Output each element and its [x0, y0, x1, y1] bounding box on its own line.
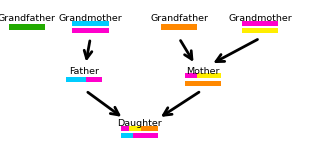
Text: Daughter: Daughter [117, 119, 162, 128]
Bar [9, 24, 45, 30]
Text: Father: Father [69, 66, 99, 76]
Text: Grandmother: Grandmother [228, 14, 292, 23]
Bar [121, 133, 133, 138]
Bar [184, 81, 221, 86]
Text: Grandfather: Grandfather [150, 14, 208, 23]
Bar [141, 126, 158, 131]
Bar [72, 28, 108, 33]
Text: Mother: Mother [186, 66, 220, 76]
Bar [184, 73, 197, 79]
Text: Grandfather: Grandfather [0, 14, 56, 23]
Bar [161, 24, 197, 30]
Bar [133, 133, 158, 138]
Text: Grandmother: Grandmother [58, 14, 122, 23]
Bar [66, 77, 86, 82]
Bar [72, 21, 108, 26]
Bar [86, 77, 102, 82]
Bar [242, 28, 278, 33]
Bar [121, 126, 129, 131]
Bar [197, 73, 221, 79]
Bar [129, 126, 141, 131]
Bar [242, 21, 278, 26]
